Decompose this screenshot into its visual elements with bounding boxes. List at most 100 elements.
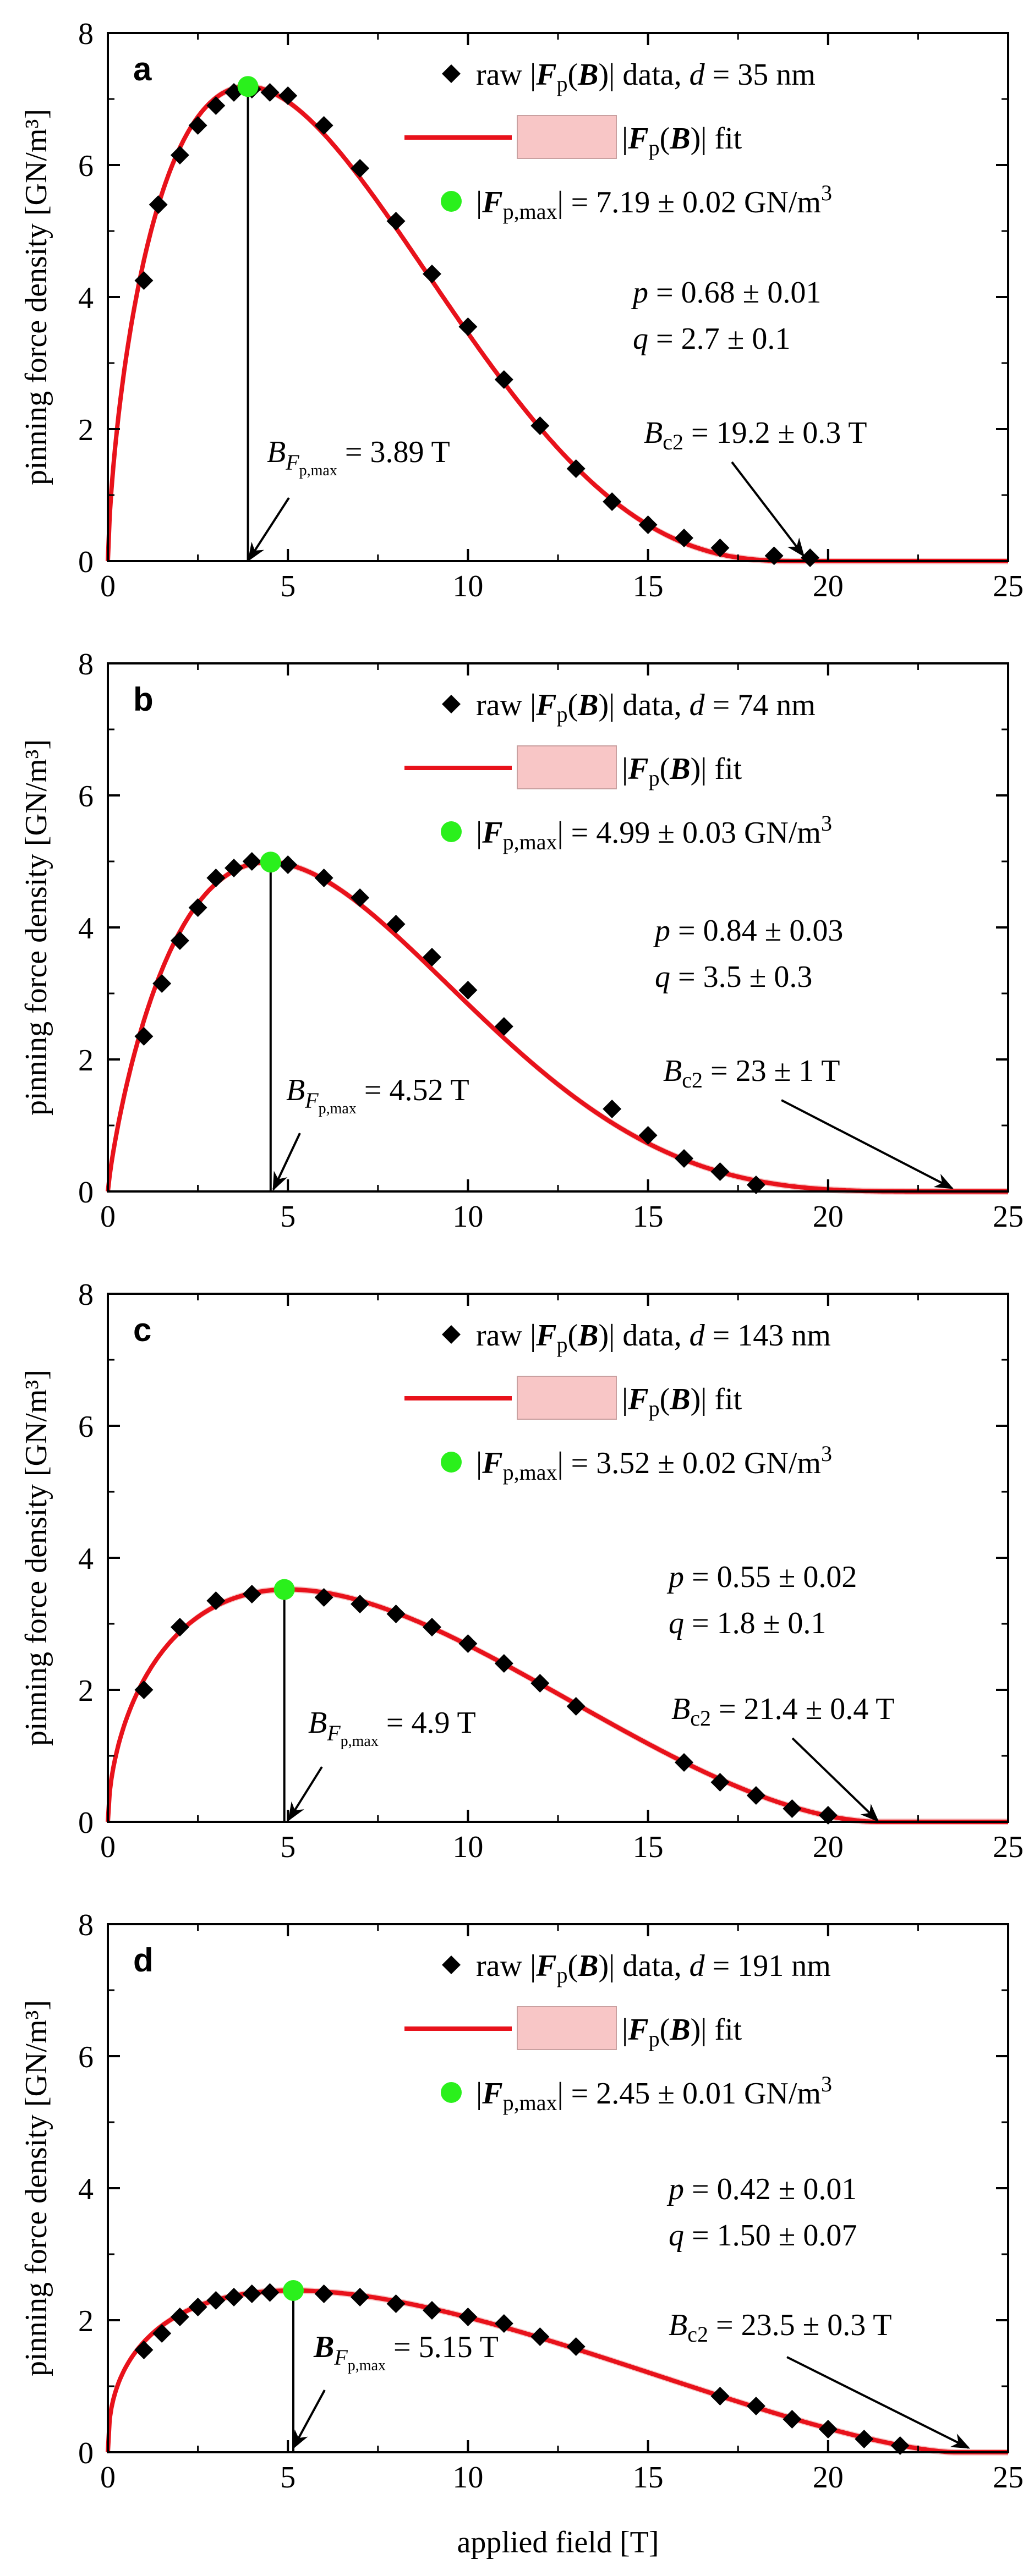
x-tick-label: 20 bbox=[813, 1200, 844, 1234]
data-point bbox=[152, 2324, 172, 2343]
legend-fit-band bbox=[517, 745, 617, 789]
y-tick-label: 0 bbox=[78, 2436, 94, 2470]
data-point bbox=[170, 931, 189, 950]
data-point bbox=[170, 1618, 189, 1636]
data-point bbox=[566, 459, 586, 478]
data-point bbox=[260, 83, 280, 102]
p-parameter-label: p = 0.42 ± 0.01 bbox=[666, 2172, 857, 2206]
plot-frame bbox=[107, 662, 1009, 1193]
x-tick-label: 15 bbox=[633, 1200, 664, 1234]
y-axis-label: pinning force density [GN/m³] bbox=[19, 109, 53, 485]
data-point bbox=[494, 2314, 513, 2333]
bmax-arrow bbox=[272, 1133, 301, 1191]
data-point bbox=[170, 146, 189, 164]
data-point bbox=[351, 1595, 370, 1613]
data-point bbox=[206, 1591, 226, 1610]
y-tick-label: 6 bbox=[78, 1410, 94, 1444]
data-point bbox=[783, 1799, 802, 1818]
x-tick-label: 5 bbox=[280, 1830, 296, 1864]
data-point bbox=[225, 2288, 244, 2306]
data-point bbox=[566, 2337, 586, 2356]
data-point bbox=[890, 2436, 910, 2455]
legend-data-marker bbox=[442, 64, 461, 83]
data-point bbox=[242, 2284, 261, 2303]
bc2-label: Bc2 = 23.5 ± 0.3 T bbox=[669, 2308, 892, 2347]
data-point bbox=[855, 2430, 874, 2448]
x-tick-label: 5 bbox=[280, 569, 296, 603]
legend-max-marker bbox=[441, 2082, 462, 2103]
y-tick-label: 8 bbox=[78, 1278, 94, 1312]
data-point bbox=[566, 1697, 586, 1716]
data-point bbox=[206, 869, 226, 887]
chart-panel-b: 0 5 10 15 20 25 0 2 4 6 8 pinning force density [GN… bbox=[19, 647, 1024, 1234]
p-parameter-label: p = 0.55 ± 0.02 bbox=[666, 1560, 857, 1594]
data-point bbox=[638, 515, 658, 534]
data-point bbox=[494, 1017, 513, 1036]
data-point bbox=[278, 855, 298, 874]
data-point bbox=[422, 2301, 441, 2320]
y-tick-label: 4 bbox=[78, 281, 94, 315]
legend-max-label: |Fp,max| = 4.99 ± 0.03 GN/m3 bbox=[476, 811, 832, 854]
bc2-arrow bbox=[781, 1099, 954, 1189]
legend-max-marker bbox=[441, 191, 462, 212]
data-point bbox=[603, 1100, 622, 1118]
data-point bbox=[206, 96, 226, 115]
data-point bbox=[603, 492, 622, 511]
y-tick-label: 6 bbox=[78, 2040, 94, 2074]
data-point bbox=[134, 1027, 154, 1046]
legend-data-label: raw |Fp(B)| data, d = 35 nm bbox=[476, 58, 816, 96]
data-point bbox=[494, 370, 513, 389]
max-point-marker bbox=[283, 2280, 304, 2301]
data-point bbox=[225, 859, 244, 877]
chart-panel-d: 0 5 10 15 20 25 0 2 4 6 8 pinning force density [GN… bbox=[19, 1908, 1024, 2559]
data-point bbox=[152, 974, 172, 993]
y-tick-label: 0 bbox=[78, 1176, 94, 1210]
data-point bbox=[314, 2284, 333, 2303]
legend-data-marker bbox=[442, 1956, 461, 1974]
legend-max-marker bbox=[441, 1452, 462, 1473]
fit-confidence-band bbox=[108, 859, 1008, 1195]
plot-frame bbox=[107, 1923, 1009, 2453]
data-point bbox=[188, 2298, 207, 2316]
y-tick-label: 4 bbox=[78, 1542, 94, 1576]
data-point bbox=[458, 981, 478, 999]
legend-fit-label: |Fp(B)| fit bbox=[622, 2013, 742, 2051]
y-axis-label: pinning force density [GN/m³] bbox=[19, 2000, 53, 2376]
bmax-label: BFp,max = 5.15 T bbox=[313, 2330, 499, 2374]
data-point bbox=[351, 888, 370, 907]
y-tick-label: 0 bbox=[78, 545, 94, 579]
x-tick-label: 10 bbox=[452, 1200, 483, 1234]
data-point bbox=[386, 915, 406, 933]
plot-frame bbox=[107, 1293, 1009, 1823]
y-tick-label: 0 bbox=[78, 1806, 94, 1840]
x-tick-label: 25 bbox=[993, 569, 1024, 603]
x-tick-label: 20 bbox=[813, 569, 844, 603]
bmax-arrow bbox=[292, 2390, 326, 2449]
data-point bbox=[188, 116, 207, 135]
legend-fit-band bbox=[517, 2006, 617, 2050]
q-parameter-label: q = 3.5 ± 0.3 bbox=[655, 960, 812, 994]
p-parameter-label: p = 0.68 ± 0.01 bbox=[631, 276, 821, 310]
y-tick-label: 4 bbox=[78, 911, 94, 946]
y-tick-label: 2 bbox=[78, 1043, 94, 1078]
data-point bbox=[422, 1618, 441, 1636]
data-point bbox=[242, 852, 261, 871]
bc2-label: Bc2 = 23 ± 1 T bbox=[663, 1054, 840, 1092]
data-point bbox=[386, 212, 406, 230]
legend-max-label: |Fp,max| = 3.52 ± 0.02 GN/m3 bbox=[476, 1441, 832, 1485]
data-point bbox=[422, 948, 441, 966]
data-point bbox=[494, 1654, 513, 1673]
panel-letter: b bbox=[133, 681, 154, 718]
plot-frame bbox=[107, 32, 1009, 562]
y-tick-label: 8 bbox=[78, 17, 94, 51]
data-point bbox=[818, 2420, 838, 2438]
x-tick-label: 20 bbox=[813, 1830, 844, 1864]
data-point bbox=[530, 1674, 550, 1693]
x-tick-label: 25 bbox=[993, 2460, 1024, 2495]
y-tick-label: 4 bbox=[78, 2172, 94, 2206]
y-tick-label: 2 bbox=[78, 413, 94, 447]
x-tick-label: 10 bbox=[452, 1830, 483, 1864]
data-point bbox=[710, 1162, 730, 1181]
data-point bbox=[458, 2308, 478, 2326]
y-tick-label: 8 bbox=[78, 1908, 94, 1942]
